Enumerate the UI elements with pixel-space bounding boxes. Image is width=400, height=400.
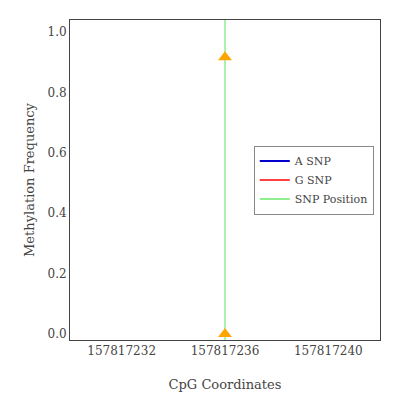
svg-text:0.8: 0.8 — [48, 86, 67, 100]
svg-text:0.0: 0.0 — [48, 327, 67, 341]
svg-text:157817232: 157817232 — [87, 344, 156, 358]
svg-text:157817240: 157817240 — [294, 344, 363, 358]
svg-text:A SNP: A SNP — [294, 155, 332, 168]
svg-text:157817236: 157817236 — [191, 344, 260, 358]
svg-text:0.6: 0.6 — [48, 146, 67, 160]
svg-text:1.0: 1.0 — [48, 25, 67, 39]
svg-text:SNP Position: SNP Position — [295, 193, 367, 206]
svg-text:0.4: 0.4 — [48, 206, 67, 220]
svg-text:CpG Coordinates: CpG Coordinates — [169, 377, 282, 392]
svg-text:G SNP: G SNP — [295, 174, 332, 187]
svg-text:0.2: 0.2 — [48, 267, 67, 281]
svg-text:Methylation Frequency: Methylation Frequency — [22, 102, 37, 257]
